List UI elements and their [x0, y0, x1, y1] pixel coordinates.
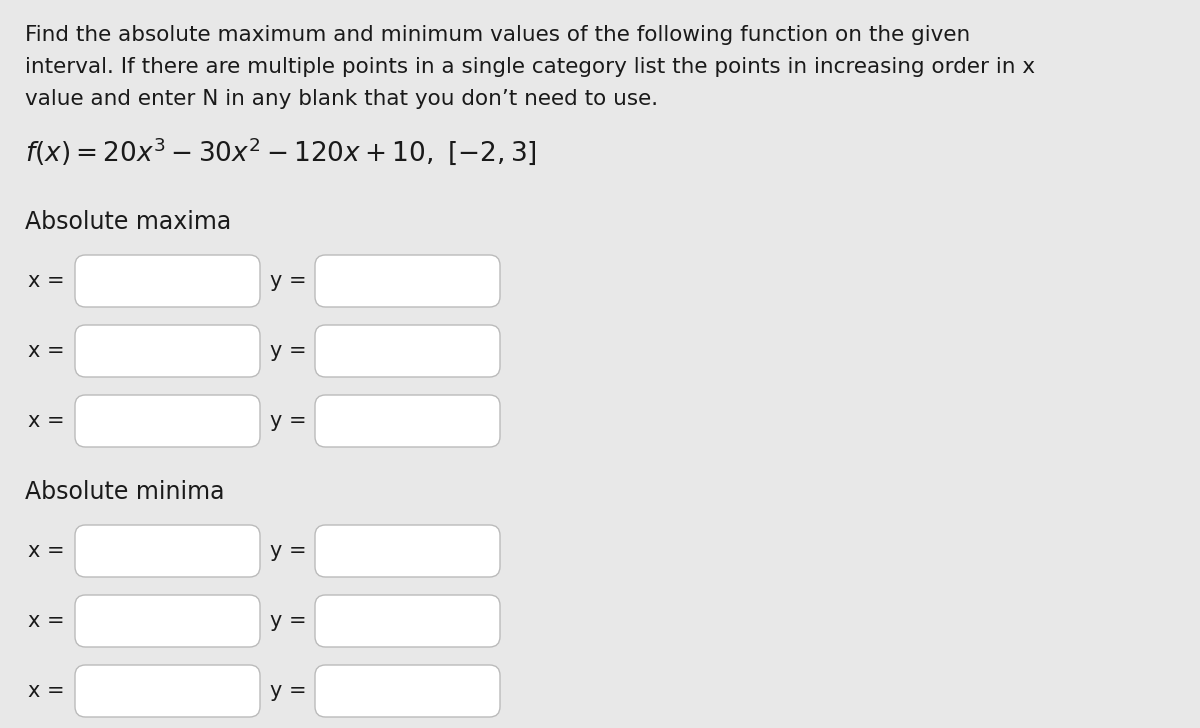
- FancyBboxPatch shape: [74, 325, 260, 377]
- FancyBboxPatch shape: [74, 665, 260, 717]
- FancyBboxPatch shape: [314, 255, 500, 307]
- Text: Absolute maxima: Absolute maxima: [25, 210, 232, 234]
- Text: x =: x =: [28, 681, 65, 701]
- Text: Absolute minima: Absolute minima: [25, 480, 224, 504]
- Text: value and enter N in any blank that you don’t need to use.: value and enter N in any blank that you …: [25, 89, 658, 109]
- FancyBboxPatch shape: [314, 595, 500, 647]
- Text: x =: x =: [28, 411, 65, 431]
- FancyBboxPatch shape: [314, 395, 500, 447]
- Text: y =: y =: [270, 611, 306, 631]
- Text: y =: y =: [270, 271, 306, 291]
- Text: interval. If there are multiple points in a single category list the points in i: interval. If there are multiple points i…: [25, 57, 1036, 77]
- Text: x =: x =: [28, 611, 65, 631]
- Text: x =: x =: [28, 271, 65, 291]
- FancyBboxPatch shape: [314, 525, 500, 577]
- Text: y =: y =: [270, 411, 306, 431]
- FancyBboxPatch shape: [314, 665, 500, 717]
- Text: y =: y =: [270, 541, 306, 561]
- FancyBboxPatch shape: [74, 255, 260, 307]
- FancyBboxPatch shape: [74, 395, 260, 447]
- Text: x =: x =: [28, 341, 65, 361]
- FancyBboxPatch shape: [74, 595, 260, 647]
- Text: y =: y =: [270, 341, 306, 361]
- Text: Find the absolute maximum and minimum values of the following function on the gi: Find the absolute maximum and minimum va…: [25, 25, 971, 45]
- FancyBboxPatch shape: [314, 325, 500, 377]
- FancyBboxPatch shape: [74, 525, 260, 577]
- Text: y =: y =: [270, 681, 306, 701]
- Text: $f(x) = 20x^3 - 30x^2 - 120x + 10, \ [-2, 3]$: $f(x) = 20x^3 - 30x^2 - 120x + 10, \ [-2…: [25, 135, 536, 167]
- Text: x =: x =: [28, 541, 65, 561]
